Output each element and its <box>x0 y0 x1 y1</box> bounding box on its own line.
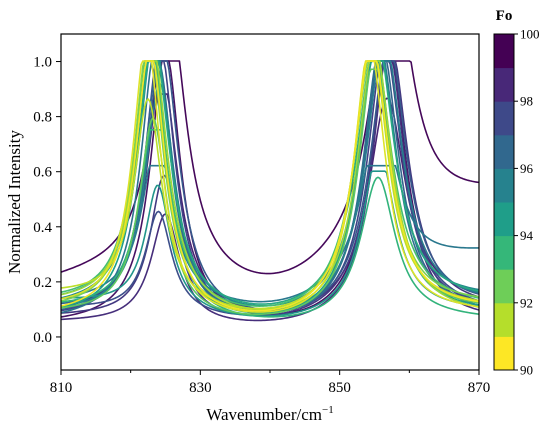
colorbar-tick-label: 94 <box>520 228 534 243</box>
colorbar-block <box>494 269 514 304</box>
y-axis: 0.0 0.2 0.4 0.6 0.8 1.0 <box>33 55 61 346</box>
colorbar-block <box>494 235 514 270</box>
series-line-20 <box>61 60 479 310</box>
x-tick-label: 830 <box>189 380 212 396</box>
colorbar-tick-label: 92 <box>520 295 533 310</box>
colorbar-block <box>494 202 514 237</box>
series-lines <box>61 60 479 322</box>
series-line-12 <box>61 60 479 311</box>
series-line-22 <box>61 60 479 310</box>
colorbar-frame <box>493 33 515 371</box>
colorbar-block <box>494 168 514 203</box>
colorbar-block <box>494 67 514 102</box>
colorbar-block <box>494 336 514 371</box>
y-tick-label: 1.0 <box>33 55 52 71</box>
series-line-10 <box>61 60 479 314</box>
series-line-1 <box>61 60 479 275</box>
x-tick-label: 850 <box>328 380 351 396</box>
colorbar-tick-label: 98 <box>520 94 533 109</box>
y-axis-title: Normalized Intensity <box>5 130 24 274</box>
series-line-5 <box>61 60 479 317</box>
colorbar-block <box>494 302 514 337</box>
series-line-23 <box>61 60 479 313</box>
colorbar-tick-label: 90 <box>520 363 533 378</box>
colorbar-block <box>494 134 514 169</box>
series-line-21 <box>61 60 479 311</box>
y-tick-label: 0.2 <box>33 275 52 291</box>
colorbar-title: Fo <box>496 8 513 24</box>
y-tick-label: 0.4 <box>33 220 52 236</box>
x-axis-title: Wavenumber/cm−1 <box>206 404 333 424</box>
y-tick-label: 0.0 <box>33 330 52 346</box>
y-tick-label: 0.6 <box>33 165 52 181</box>
colorbar-block <box>494 34 514 69</box>
x-axis-title-sup: −1 <box>322 404 334 416</box>
colorbar: 90 92 94 96 98 100 <box>493 27 540 378</box>
colorbar-tick-label: 96 <box>520 161 534 176</box>
colorbar-block <box>494 101 514 136</box>
series-line-8 <box>61 60 479 311</box>
series-line-6 <box>61 60 479 314</box>
x-tick-label: 870 <box>468 380 491 396</box>
series-line-15 <box>61 60 479 314</box>
series-line-24 <box>61 60 479 312</box>
x-axis: 810 830 850 870 <box>50 370 491 396</box>
y-tick-label: 0.8 <box>33 110 52 126</box>
colorbar-tick-label: 100 <box>520 27 540 42</box>
x-tick-label: 810 <box>50 380 73 396</box>
